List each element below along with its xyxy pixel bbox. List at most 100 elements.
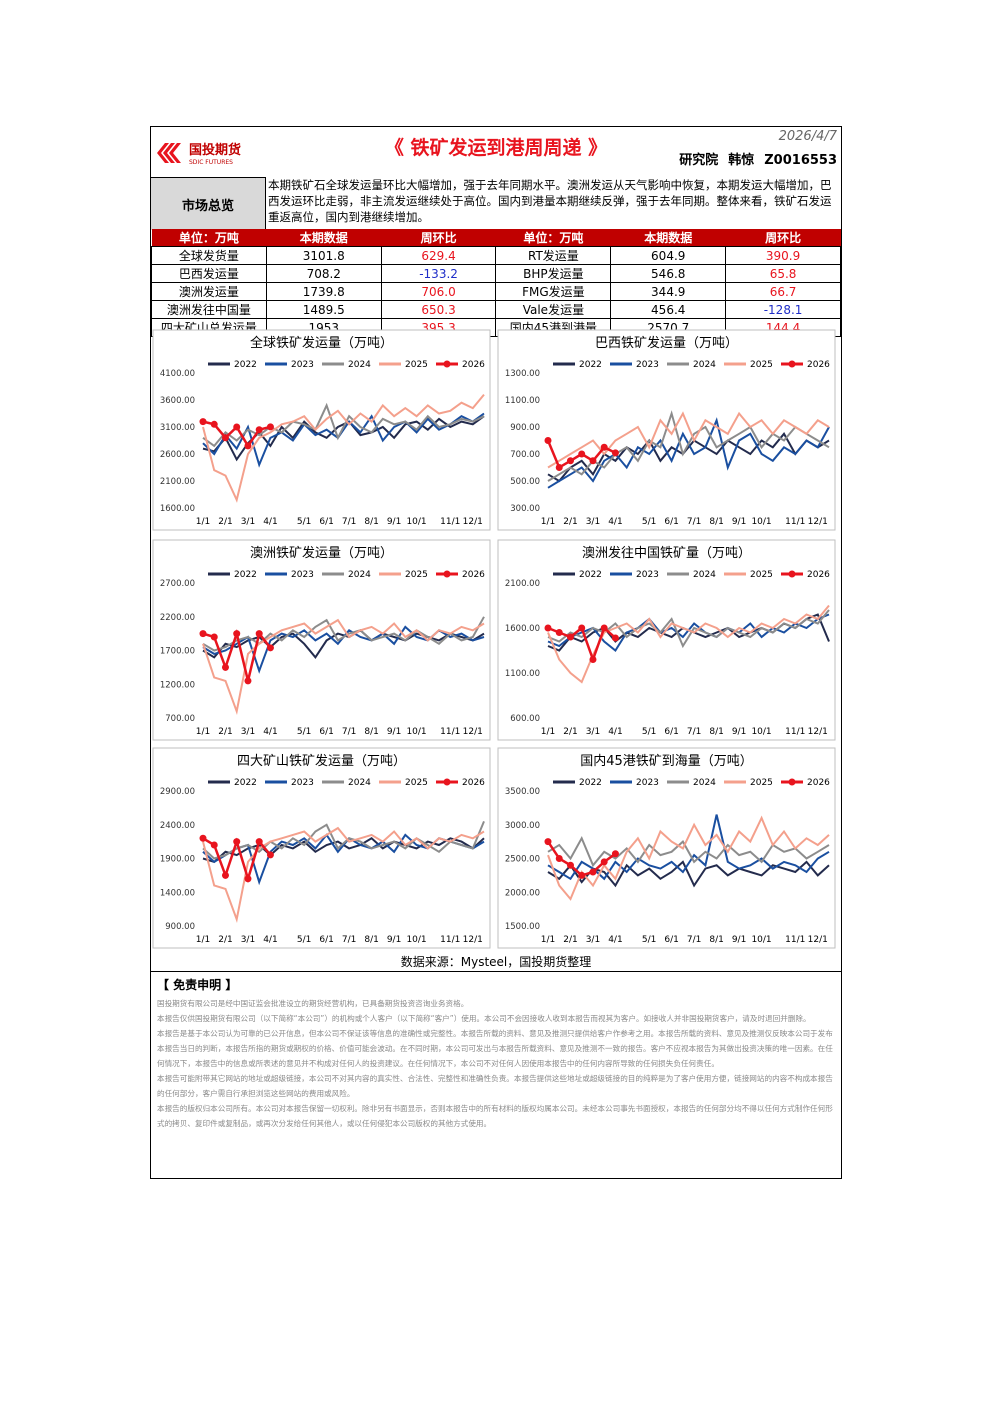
- data-point: [221, 663, 229, 671]
- series-line: [202, 412, 485, 468]
- legend-label: 2026: [462, 570, 485, 580]
- column-header: 本期数据: [266, 229, 382, 247]
- y-tick-label: 700.00: [510, 450, 540, 460]
- x-tick-label: 12/1: [463, 727, 483, 737]
- legend-label: 2022: [579, 778, 602, 788]
- x-tick-label: 12/1: [808, 517, 828, 527]
- y-tick-label: 4100.00: [160, 369, 195, 379]
- y-tick-label: 300.00: [510, 504, 540, 514]
- x-tick-label: 8/1: [364, 935, 378, 945]
- disclaimer-paragraph: 国投期货有限公司是经中国证监会批准设立的期货经营机构，已具备期货投资咨询业务资格…: [157, 999, 469, 1008]
- y-tick-label: 1500.00: [505, 922, 540, 932]
- data-point: [555, 464, 563, 471]
- legend-marker: [788, 360, 796, 368]
- data-point: [255, 630, 263, 638]
- data-point: [589, 457, 597, 465]
- legend-label: 2026: [807, 570, 830, 580]
- x-tick-label: 6/1: [664, 935, 678, 945]
- data-point: [611, 449, 619, 457]
- x-tick-label: 3/1: [241, 935, 255, 945]
- source: 数据来源：Mysteel，国投期货整理: [400, 955, 592, 969]
- x-tick-label: 6/1: [319, 517, 333, 527]
- y-tick-label: 2700.00: [160, 579, 195, 589]
- y-tick-label: 500.00: [510, 477, 540, 487]
- legend-label: 2025: [405, 778, 428, 788]
- logo: 国投期货 SDIC FUTURES: [157, 142, 241, 166]
- overview-label: 市场总览: [151, 177, 266, 230]
- x-tick-label: 4/1: [263, 727, 277, 737]
- series-line: [547, 411, 830, 469]
- x-tick-label: 8/1: [709, 517, 723, 527]
- table-header-row: 单位：万吨 本期数据 周环比 单位：万吨 本期数据 周环比: [151, 229, 841, 247]
- data-point: [221, 434, 229, 442]
- y-tick-label: 3100.00: [160, 423, 195, 433]
- x-tick-label: 12/1: [463, 935, 483, 945]
- data-point: [266, 851, 274, 859]
- data-point: [600, 624, 608, 632]
- data-point: [244, 677, 252, 685]
- x-tick-label: 2/1: [563, 935, 577, 945]
- chart-title: 巴西铁矿发运量（万吨）: [595, 335, 738, 351]
- data-point: [544, 437, 552, 444]
- x-tick-label: 8/1: [709, 727, 723, 737]
- disclaimer-paragraph: 本报告的版权归本公司所有。本公司对本报告保留一切权利。除非另有书面显示，否则本报…: [157, 1104, 833, 1128]
- disclaimer-paragraph: 本报告是基于本公司认为可靠的已公开信息，但本公司不保证该等信息的准确性或完整性。…: [157, 1029, 833, 1068]
- x-tick-label: 3/1: [586, 517, 600, 527]
- data-point: [266, 423, 274, 431]
- y-tick-label: 3600.00: [160, 396, 195, 406]
- data-point: [255, 838, 263, 846]
- legend-marker: [443, 778, 451, 786]
- x-tick-label: 2/1: [563, 727, 577, 737]
- series-line: [202, 821, 485, 860]
- x-tick-label: 6/1: [319, 727, 333, 737]
- legend-marker: [788, 570, 796, 578]
- y-tick-label: 1600.00: [505, 624, 540, 634]
- disclaimer-title: 【 免责申明 】: [157, 978, 238, 992]
- y-tick-label: 2600.00: [160, 450, 195, 460]
- data-point: [566, 457, 574, 465]
- logo-text: 国投期货: [189, 142, 241, 158]
- data-point: [589, 656, 597, 663]
- x-tick-label: 9/1: [732, 517, 746, 527]
- y-tick-label: 900.00: [165, 922, 195, 932]
- charts: 全球铁矿发运量（万吨） 1600.00 2100.00 2600.00 3100.00 3…: [152, 329, 836, 949]
- table-cell: 604.9: [610, 246, 727, 265]
- legend-label: 2026: [462, 778, 485, 788]
- x-tick-label: 2/1: [218, 517, 232, 527]
- y-tick-label: 2400.00: [160, 821, 195, 831]
- legend-label: 2026: [807, 360, 830, 370]
- x-tick-label: 5/1: [642, 727, 656, 737]
- x-tick-label: 4/1: [263, 517, 277, 527]
- x-tick-label: 3/1: [586, 935, 600, 945]
- chart-title: 澳洲发往中国铁矿量（万吨）: [582, 545, 751, 561]
- legend-label: 2022: [234, 778, 257, 788]
- legend-label: 2023: [636, 778, 659, 788]
- y-tick-label: 2100.00: [505, 579, 540, 589]
- data-point: [611, 634, 619, 642]
- y-tick-label: 2500.00: [505, 855, 540, 865]
- data-point: [555, 855, 563, 862]
- x-tick-label: 2/1: [218, 727, 232, 737]
- legend-label: 2025: [750, 360, 773, 370]
- legend-label: 2023: [291, 360, 314, 370]
- disclaimer-paragraph: 本报告可能附带其它网站的地址或超级链接，本公司不对其内容的真实性、合法性、完整性…: [157, 1074, 833, 1098]
- data-point: [233, 838, 241, 846]
- legend-label: 2023: [636, 570, 659, 580]
- legend-label: 2024: [348, 570, 371, 580]
- disclaimer: 【 免责申明 】 国投期货有限公司是经中国证监会批准设立的期货经营机构，已具备期…: [151, 971, 841, 1179]
- data-point: [210, 420, 218, 428]
- chart-title: 四大矿山铁矿发运量（万吨）: [237, 753, 406, 769]
- data-point: [199, 834, 207, 842]
- legend-label: 2025: [750, 570, 773, 580]
- x-tick-label: 10/1: [751, 935, 771, 945]
- data-point: [544, 624, 552, 632]
- legend-label: 2024: [693, 570, 716, 580]
- table-cell: 全球发货量: [151, 246, 267, 265]
- x-tick-label: 1/1: [196, 517, 210, 527]
- x-tick-label: 2/1: [218, 935, 232, 945]
- x-tick-label: 1/1: [196, 727, 210, 737]
- x-tick-label: 12/1: [808, 727, 828, 737]
- x-tick-label: 1/1: [541, 517, 555, 527]
- x-tick-label: 5/1: [297, 517, 311, 527]
